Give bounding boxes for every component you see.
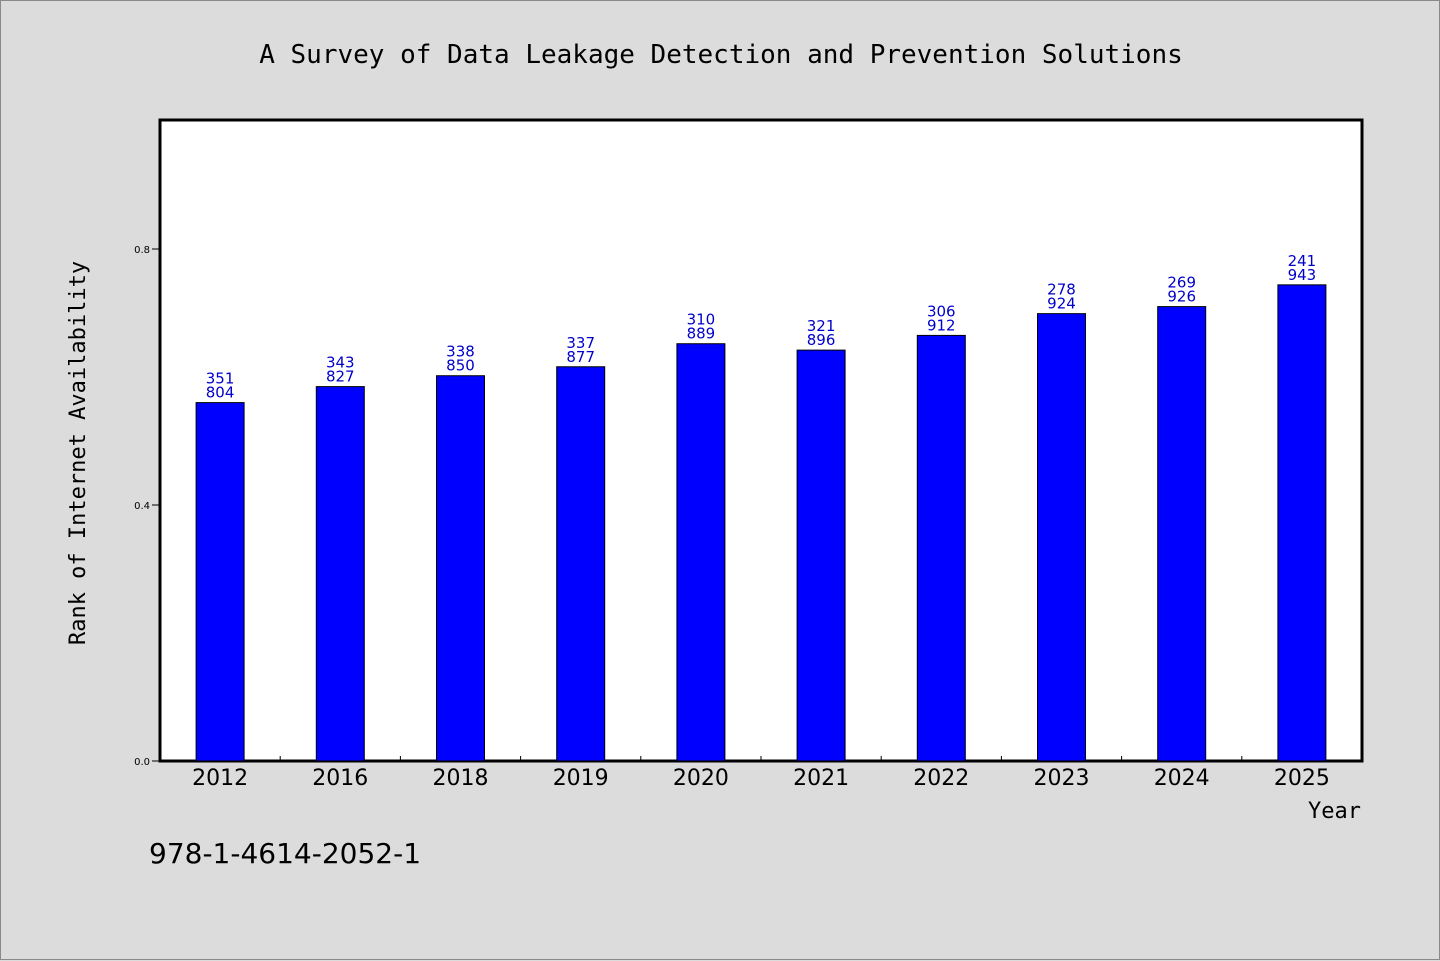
data-label-top: 306 <box>927 302 956 320</box>
x-tick-label: 2018 <box>433 766 489 791</box>
data-label-bottom: 943 <box>1288 266 1317 284</box>
x-tick-label: 2023 <box>1034 766 1090 791</box>
bar-2023 <box>1037 313 1086 762</box>
data-label-top: 241 <box>1288 252 1317 270</box>
bar-2016 <box>315 386 365 762</box>
x-axis: 2012 2016 2018 2019 2020 2021 2022 2023 2024 2025 <box>192 756 1330 791</box>
x-tick-label: 2024 <box>1154 766 1210 791</box>
data-label-top: 269 <box>1167 274 1196 292</box>
data-label-bottom: 912 <box>927 316 956 334</box>
bar-2022 <box>916 334 966 762</box>
data-label-top: 310 <box>687 311 716 329</box>
data-label-bottom: 889 <box>687 325 716 343</box>
data-label-bottom: 926 <box>1167 288 1196 306</box>
x-tick-label: 2016 <box>312 766 368 791</box>
y-axis: 0.0 0.4 0.8 <box>134 245 160 768</box>
data-label-top: 337 <box>566 334 595 352</box>
x-tick-label: 2021 <box>793 766 849 791</box>
x-tick-label: 2012 <box>192 766 248 791</box>
data-label-top: 278 <box>1047 281 1076 299</box>
data-label-top: 338 <box>446 343 475 361</box>
data-label-bottom: 896 <box>807 331 836 349</box>
chart-title: A Survey of Data Leakage Detection and P… <box>259 40 1183 70</box>
y-tick-label: 0.4 <box>134 501 150 512</box>
data-label-top: 351 <box>206 370 235 388</box>
data-label-top: 343 <box>326 354 355 372</box>
x-tick-label: 2020 <box>673 766 729 791</box>
x-tick-label: 2025 <box>1274 766 1330 791</box>
y-axis-title: Rank of Internet Availability <box>66 261 91 645</box>
bar-2025 <box>1277 284 1327 762</box>
bar-2021 <box>796 349 846 762</box>
bar-2018 <box>436 375 485 762</box>
data-label-bottom: 804 <box>206 384 235 402</box>
y-tick-label: 0.0 <box>134 757 150 768</box>
bar-2019 <box>556 366 606 762</box>
bar-2024 <box>1157 306 1207 762</box>
x-axis-title: Year <box>1308 799 1361 824</box>
y-tick-label: 0.8 <box>134 245 150 256</box>
bar-2020 <box>676 343 726 762</box>
data-label-bottom: 877 <box>566 348 595 366</box>
bar-2012 <box>195 402 245 762</box>
footer-identifier: 978-1-4614-2052-1 <box>149 837 421 870</box>
x-tick-label: 2019 <box>553 766 609 791</box>
data-label-bottom: 850 <box>446 357 475 375</box>
data-label-top: 321 <box>807 317 836 335</box>
data-label-bottom: 827 <box>326 368 355 386</box>
bars <box>195 284 1327 762</box>
data-label-bottom: 924 <box>1047 295 1076 313</box>
x-tick-label: 2022 <box>913 766 969 791</box>
